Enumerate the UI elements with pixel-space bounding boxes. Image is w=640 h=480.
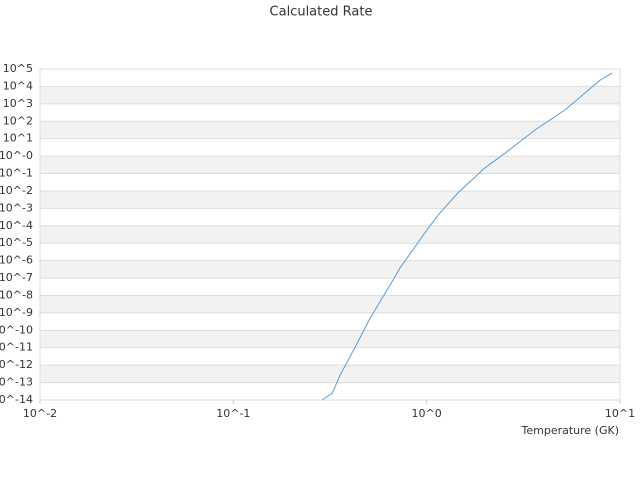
y-tick-label: 10^3 [3, 97, 33, 110]
y-tick-label: 10^1 [3, 132, 33, 145]
y-tick-label: 10^-9 [0, 306, 33, 319]
plot-band [40, 121, 620, 139]
plot-band [40, 156, 620, 174]
y-tick-label: 10^-3 [0, 201, 33, 214]
y-tick-label: 10^-11 [0, 341, 33, 354]
y-tick-label: 10^-8 [0, 288, 33, 301]
x-tick-label: 10^0 [412, 407, 442, 420]
y-tick-label: 10^4 [3, 79, 33, 92]
y-tick-label: 10^2 [3, 114, 33, 127]
plot-band [40, 190, 620, 209]
plot-background [39, 68, 621, 401]
x-tick-label: 10^1 [605, 407, 635, 420]
plot-band [40, 260, 620, 279]
x-axis-label: Temperature (GK) [521, 424, 620, 437]
y-tick-label: 10^5 [3, 62, 33, 75]
plot-band [40, 295, 620, 313]
y-tick-label: 10^-7 [0, 271, 33, 284]
chart-title: Calculated Rate [270, 5, 373, 20]
plot-band [40, 86, 620, 104]
y-tick-label: 10^-10 [0, 323, 33, 336]
y-tick-label: 10^-1 [0, 167, 33, 180]
y-tick-label: 10^-14 [0, 393, 33, 406]
x-tick-label: 10^-2 [23, 407, 57, 420]
plot-band [40, 330, 620, 348]
y-tick-label: 10^-12 [0, 358, 33, 371]
y-tick-label: 10^-13 [0, 376, 33, 389]
x-tick-label: 10^-1 [216, 407, 250, 420]
y-tick-label: 10^-6 [0, 254, 33, 267]
y-tick-label: 10^-4 [0, 219, 33, 232]
y-tick-label: 10^-2 [0, 184, 33, 197]
plot-band [40, 365, 620, 383]
y-tick-label: 10^-5 [0, 236, 33, 249]
data-line [321, 72, 613, 401]
plot-band [40, 225, 620, 244]
y-tick-label: 10^-0 [0, 149, 33, 162]
